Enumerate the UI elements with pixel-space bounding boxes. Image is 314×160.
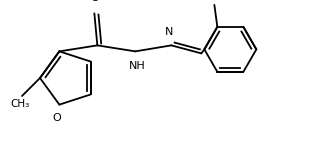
Text: CH₃: CH₃ bbox=[10, 99, 30, 109]
Text: N: N bbox=[165, 27, 174, 37]
Text: O: O bbox=[52, 113, 61, 123]
Text: NH: NH bbox=[129, 61, 146, 71]
Text: O: O bbox=[90, 0, 99, 3]
